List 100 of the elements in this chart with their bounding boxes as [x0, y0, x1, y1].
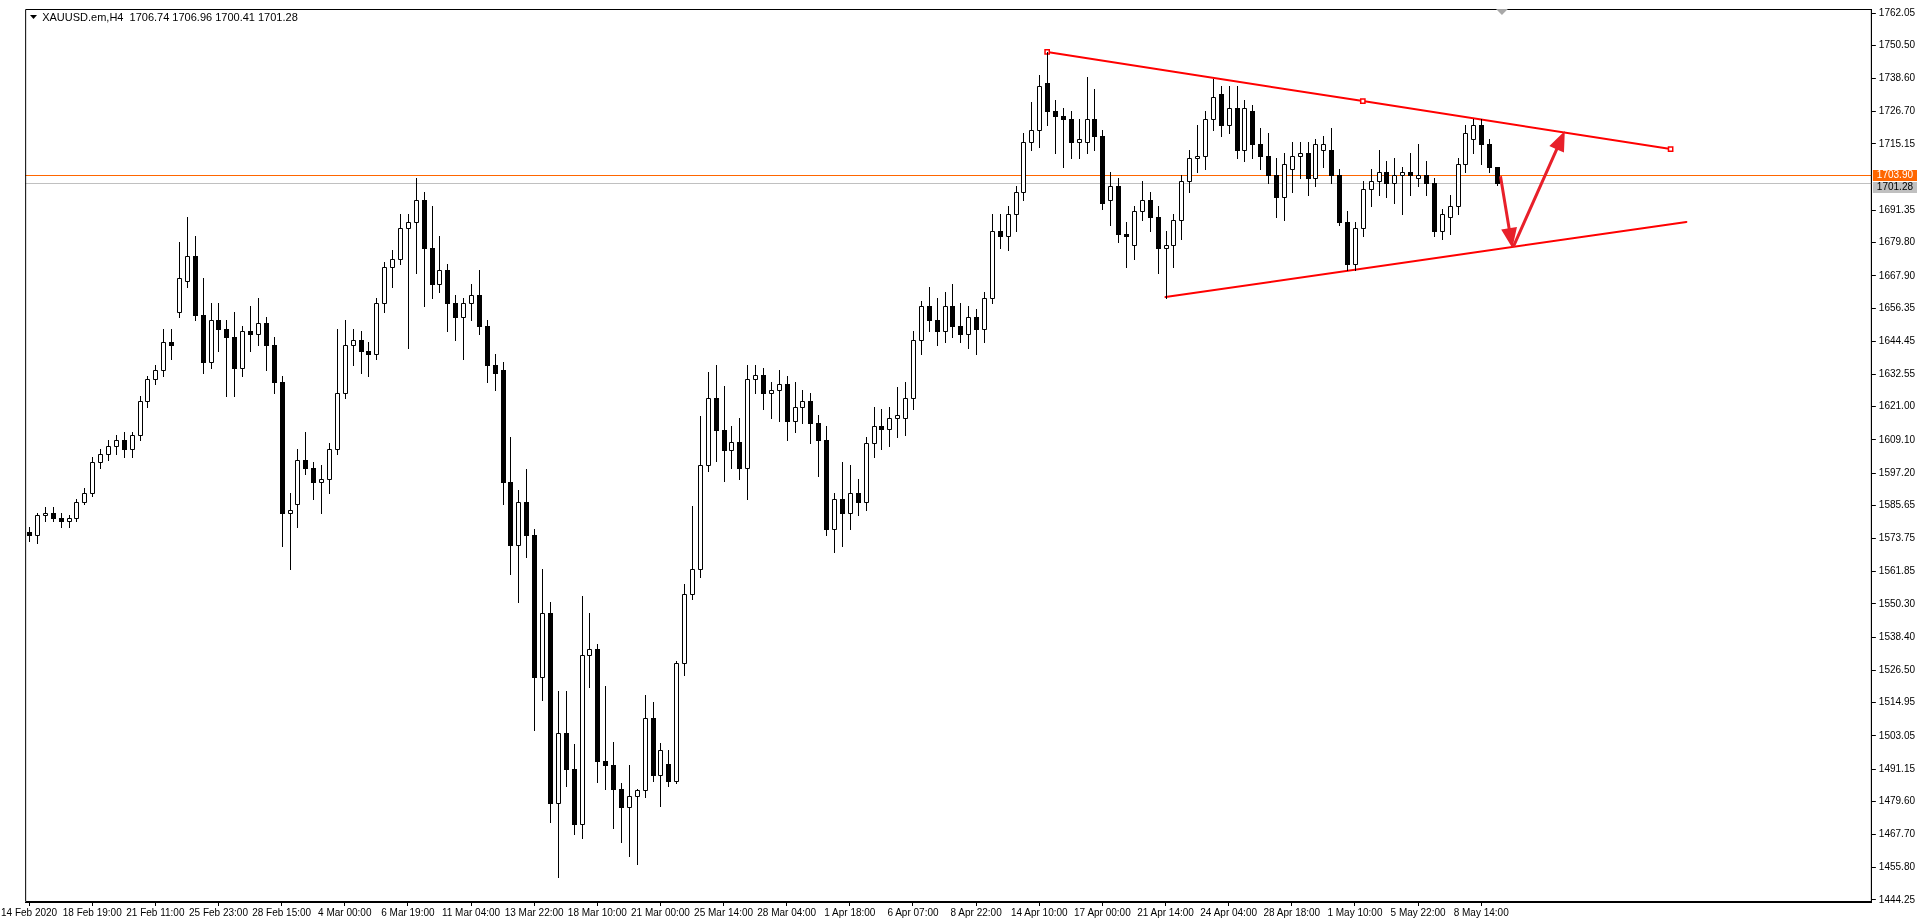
candlestick: [303, 431, 308, 476]
candlestick: [319, 464, 324, 515]
candlestick: [209, 302, 214, 370]
y-tick-label: 1585.65: [1878, 499, 1916, 511]
candlestick: [603, 685, 608, 791]
candlestick: [895, 386, 900, 439]
ref-line-label: 1703.90: [1876, 169, 1914, 181]
candlestick: [153, 364, 158, 386]
candlestick: [879, 408, 884, 451]
candlestick: [1085, 76, 1090, 155]
y-tick-label: 1538.40: [1878, 630, 1916, 642]
x-tick-label: 6 Mar 19:00: [381, 906, 436, 918]
x-tick-label: 13 Mar 22:00: [504, 906, 565, 918]
candlestick: [958, 302, 963, 344]
y-tick-label: 1491.15: [1878, 762, 1916, 774]
candlestick: [382, 261, 387, 314]
x-tick-label: 21 Mar 00:00: [630, 906, 691, 918]
candlestick: [1282, 152, 1287, 222]
y-tick-label: 1561.85: [1878, 565, 1916, 577]
candlestick: [998, 213, 1003, 250]
candlestick: [1006, 205, 1011, 252]
y-tick-label: 1726.70: [1878, 105, 1916, 117]
candlestick: [1440, 208, 1445, 241]
candlestick: [351, 328, 356, 367]
x-tick-label: 21 Apr 14:00: [1137, 906, 1195, 918]
x-tick-label: 28 Apr 18:00: [1263, 906, 1321, 918]
candlestick: [800, 389, 805, 425]
candlestick: [493, 353, 498, 392]
candlestick: [130, 431, 135, 459]
point: [1667, 146, 1674, 152]
candlestick: [256, 297, 261, 347]
candlestick: [1227, 85, 1232, 135]
candlestick: [587, 612, 592, 689]
candlestick: [1037, 74, 1042, 149]
x-tick-label: 25 Feb 23:00: [189, 906, 249, 918]
candlestick: [161, 328, 166, 378]
x-tick-label: 14 Feb 2020: [1, 906, 58, 918]
candlestick: [974, 308, 979, 356]
candlestick: [343, 319, 348, 400]
candlestick: [1353, 221, 1358, 272]
candlestick: [90, 456, 95, 498]
x-tick-label: 1 May 10:00: [1327, 906, 1383, 918]
candlestick: [374, 297, 379, 361]
candlestick: [1092, 88, 1097, 152]
candlestick: [437, 235, 442, 294]
y-tick-label: 1738.60: [1878, 72, 1916, 84]
y-tick-label: 1667.90: [1878, 269, 1916, 281]
y-tick-label: 1526.50: [1878, 664, 1916, 676]
candlestick: [943, 291, 948, 344]
candlestick: [903, 381, 908, 437]
candlestick: [216, 302, 221, 353]
candlestick: [1392, 157, 1397, 205]
candlestick: [745, 364, 750, 501]
candlestick: [753, 364, 758, 395]
candlestick: [1203, 110, 1208, 171]
y-tick-label: 1444.25: [1878, 893, 1916, 905]
candlestick: [145, 375, 150, 409]
candlestick: [1313, 138, 1318, 188]
candlestick: [74, 498, 79, 523]
candlestick: [248, 305, 253, 353]
candlestick: [138, 395, 143, 442]
x-tick-label: 28 Mar 04:00: [757, 906, 817, 918]
x-tick-label: 5 May 22:00: [1390, 906, 1447, 918]
candlestick: [461, 297, 466, 361]
candlestick: [1377, 149, 1382, 197]
candlestick: [398, 213, 403, 266]
candlestick: [580, 595, 585, 840]
candlestick: [1424, 160, 1429, 197]
candlestick: [177, 241, 182, 319]
candlestick: [185, 216, 190, 289]
candlestick: [635, 788, 640, 866]
y-tick-label: 1715.15: [1878, 137, 1916, 149]
candlestick: [114, 434, 119, 456]
candlestick: [1124, 221, 1129, 269]
candlestick: [698, 415, 703, 579]
y-tick-label: 1550.30: [1878, 597, 1916, 609]
candlestick: [1242, 99, 1247, 163]
candlestick: [1448, 194, 1453, 236]
candlestick: [359, 330, 364, 375]
candlestick: [1077, 118, 1082, 160]
candlestick: [658, 742, 663, 808]
ref-line-label: 1701.28: [1876, 181, 1914, 193]
x-tick-label: 8 May 14:00: [1453, 906, 1510, 918]
y-tick-label: 1621.00: [1878, 400, 1916, 412]
candlestick: [887, 406, 892, 448]
x-tick-label: 18 Feb 19:00: [62, 906, 123, 918]
candlestick: [1290, 141, 1295, 194]
candlestick: [816, 414, 821, 478]
candlestick: [848, 464, 853, 531]
candlestick: [1195, 124, 1200, 174]
x-tick-label: 11 Mar 04:00: [441, 906, 501, 918]
candlestick: [911, 330, 916, 411]
candlestick: [414, 177, 419, 275]
candlestick: [1400, 166, 1405, 216]
candlestick: [106, 439, 111, 462]
candlestick: [1132, 205, 1137, 261]
x-tick-label: 6 Apr 07:00: [887, 906, 939, 918]
candlestick: [1014, 185, 1019, 233]
y-tick-label: 1514.95: [1878, 696, 1916, 708]
x-tick-label: 28 Feb 15:00: [252, 906, 312, 918]
